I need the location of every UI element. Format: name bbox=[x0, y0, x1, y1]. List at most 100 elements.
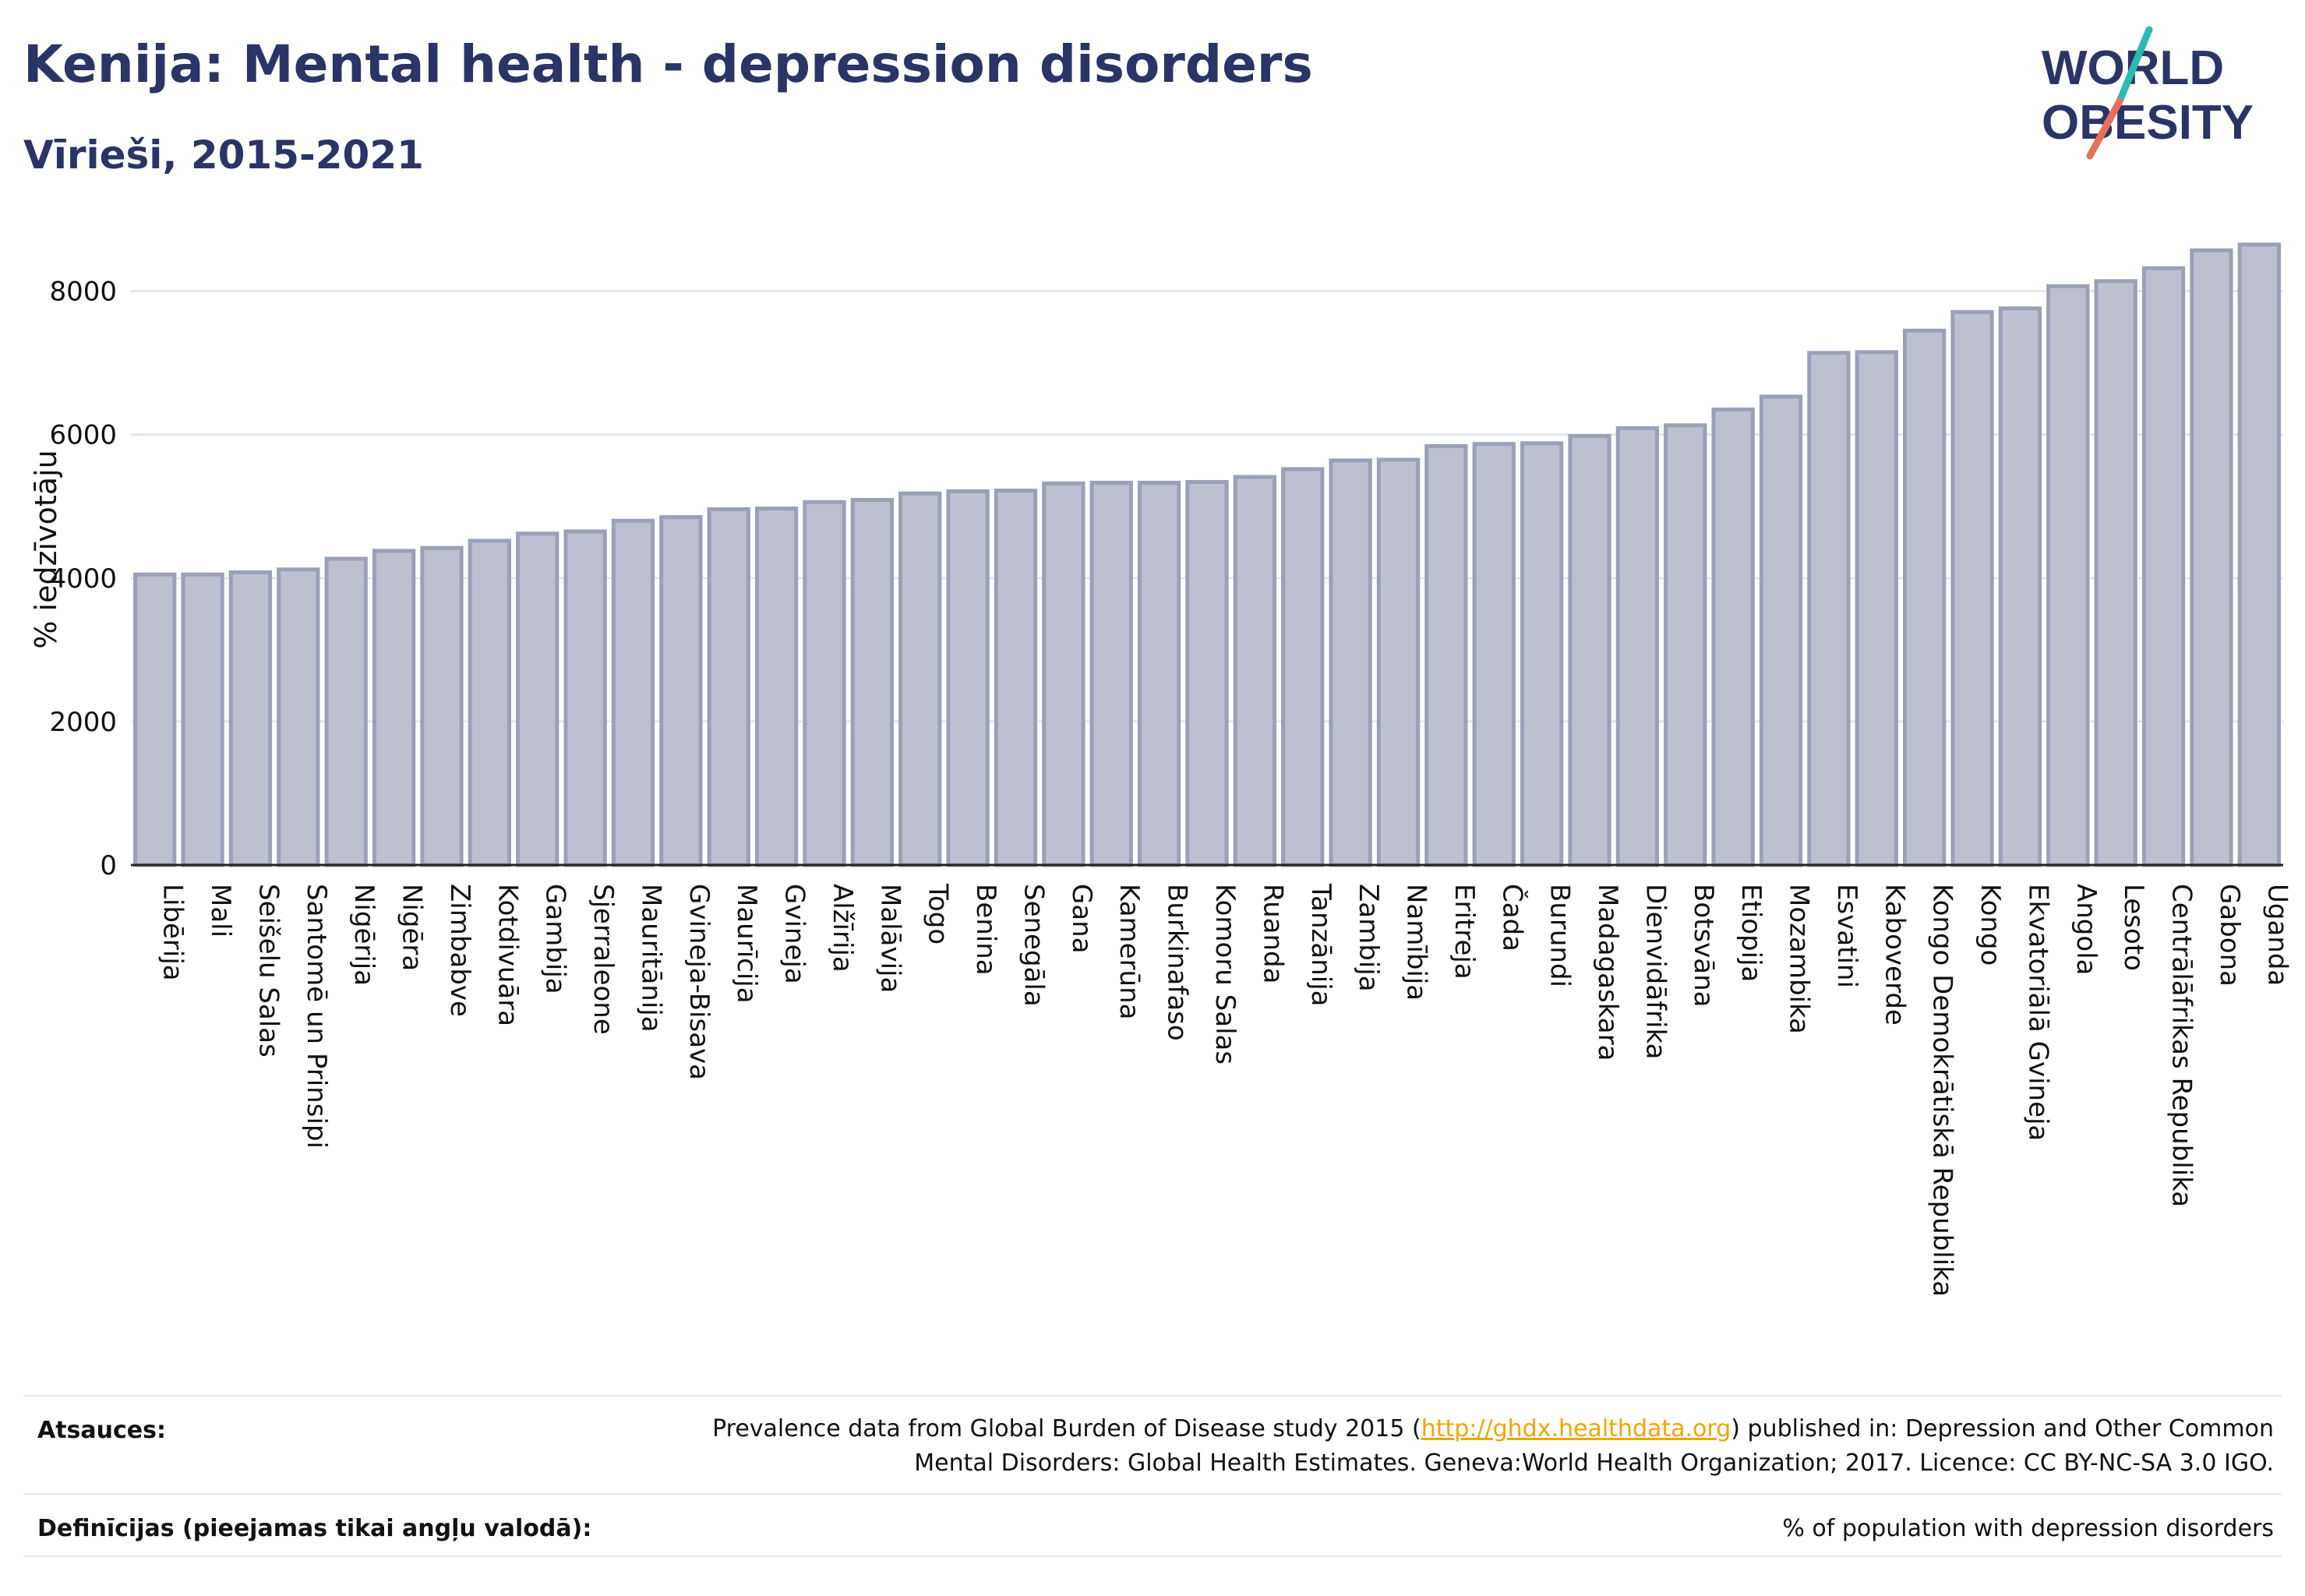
sources-text-post: ) published in: Depression and Other Com… bbox=[914, 1415, 2274, 1477]
y-tick-label: 8000 bbox=[49, 277, 117, 308]
bar bbox=[277, 567, 320, 867]
bar bbox=[563, 529, 607, 867]
bar bbox=[1281, 467, 1325, 867]
bar bbox=[1998, 306, 2042, 867]
x-tick-label: Etiopija bbox=[1735, 884, 1767, 982]
chart-title: Kenija: Mental health - depression disor… bbox=[23, 34, 1313, 94]
bar bbox=[516, 531, 559, 867]
x-tick-label: Kaboverde bbox=[1879, 884, 1910, 1026]
bar bbox=[1185, 479, 1229, 867]
x-tick-label: Senegāla bbox=[1018, 884, 1049, 1007]
bar bbox=[754, 507, 799, 867]
bar bbox=[228, 570, 273, 867]
footer-divider-bottom bbox=[23, 1555, 2282, 1557]
bar bbox=[1042, 481, 1085, 867]
x-tick-label: Santomē un Prinsipi bbox=[301, 884, 332, 1149]
x-tick-label: Zambija bbox=[1353, 884, 1384, 992]
bar bbox=[133, 572, 177, 867]
x-tick-label: Gana bbox=[1066, 884, 1097, 954]
footer-divider-top bbox=[23, 1395, 2282, 1396]
x-tick-label: Gabona bbox=[2214, 884, 2245, 987]
x-tick-label: Angola bbox=[2070, 884, 2102, 975]
x-tick-label: Kongo Demokrātiskā Republika bbox=[1927, 884, 1958, 1297]
bar bbox=[1137, 480, 1181, 867]
x-tick-label: Malāvija bbox=[874, 884, 905, 993]
x-tick-label: Alžīrija bbox=[827, 884, 858, 973]
logo-slash-teal bbox=[2116, 26, 2153, 105]
bar bbox=[1424, 443, 1468, 867]
bar bbox=[803, 500, 846, 867]
footer-divider-middle bbox=[23, 1493, 2282, 1495]
bar bbox=[1950, 309, 1994, 867]
definitions-text: % of population with depression disorder… bbox=[1782, 1515, 2274, 1542]
x-tick-label: Tanzānija bbox=[1305, 883, 1336, 1006]
y-tick-label: 4000 bbox=[49, 563, 117, 595]
x-tick-label: Gvineja-Bisava bbox=[683, 884, 715, 1080]
x-tick-label: Lesoto bbox=[2118, 884, 2149, 971]
x-tick-label: Botsvāna bbox=[1688, 884, 1719, 1008]
bar bbox=[1759, 394, 1803, 867]
x-tick-label: Kongo bbox=[1975, 884, 2006, 966]
bar bbox=[1472, 442, 1516, 867]
x-tick-label: Nigēra bbox=[397, 884, 428, 971]
bar bbox=[1376, 457, 1421, 867]
world-obesity-logo: WORLD OBESITY bbox=[2042, 26, 2254, 160]
bar bbox=[1855, 350, 1898, 867]
bar bbox=[850, 497, 895, 867]
x-tick-label: Togo bbox=[923, 883, 954, 945]
bar bbox=[1520, 441, 1564, 867]
definitions-label: Definīcijas (pieejamas tikai angļu valod… bbox=[37, 1515, 592, 1542]
x-tick-label: Maurīcija bbox=[731, 884, 762, 1004]
bar bbox=[1903, 328, 1947, 867]
sources-text-pre: Prevalence data from Global Burden of Di… bbox=[712, 1415, 1421, 1442]
bar bbox=[468, 538, 511, 867]
bar bbox=[372, 549, 416, 867]
bar bbox=[2141, 266, 2186, 867]
bar bbox=[1664, 423, 1707, 867]
x-tick-label: Sjerraleone bbox=[588, 884, 619, 1035]
x-tick-label: Nigērija bbox=[348, 884, 379, 986]
x-tick-label: Kotdivuāra bbox=[492, 884, 523, 1026]
bar bbox=[2237, 242, 2281, 867]
bar bbox=[2046, 284, 2090, 867]
bar bbox=[1615, 425, 1660, 867]
bar bbox=[611, 518, 655, 867]
x-tick-label: Namībija bbox=[1401, 884, 1432, 1001]
x-tick-label: Mozambika bbox=[1784, 884, 1815, 1034]
bar bbox=[1711, 408, 1755, 867]
y-tick-label: 6000 bbox=[49, 420, 117, 451]
bar bbox=[181, 572, 224, 867]
sources-text: Prevalence data from Global Burden of Di… bbox=[637, 1412, 2274, 1481]
x-tick-label: Madagaskara bbox=[1592, 884, 1623, 1061]
x-tick-label: Mali bbox=[205, 884, 236, 937]
x-tick-label: Ruanda bbox=[1257, 884, 1288, 983]
sources-link[interactable]: http://ghdx.healthdata.org bbox=[1421, 1415, 1731, 1442]
bar bbox=[994, 489, 1038, 867]
x-tick-label: Centrālāfrikas Republika bbox=[2166, 884, 2197, 1207]
x-tick-label: Mauritānija bbox=[635, 884, 666, 1033]
bar bbox=[946, 489, 990, 867]
bar bbox=[324, 556, 368, 867]
y-tick-label: 0 bbox=[100, 850, 117, 881]
bar bbox=[1233, 475, 1277, 867]
logo-line-2: OBESITY bbox=[2042, 96, 2254, 150]
x-tick-label: Kamerūna bbox=[1114, 884, 1145, 1019]
chart-subtitle: Vīrieši, 2015-2021 bbox=[23, 132, 424, 178]
bar bbox=[1329, 458, 1372, 867]
bar bbox=[2190, 248, 2233, 867]
bar bbox=[2094, 279, 2137, 867]
x-tick-label: Libērija bbox=[157, 884, 189, 981]
bar bbox=[659, 515, 703, 867]
x-tick-label: Burkinafaso bbox=[1162, 884, 1193, 1041]
bar bbox=[1089, 480, 1133, 867]
bar-chart: 0 2000 4000 6000 8000 % iedzīvotāju Libērija Ma… bbox=[29, 242, 2293, 1297]
bar bbox=[707, 507, 750, 867]
x-tick-label: Ekvatoriālā Gvineja bbox=[2022, 884, 2053, 1141]
sources-label: Atsauces: bbox=[37, 1417, 166, 1444]
x-tick-label: Komoru Salas bbox=[1209, 884, 1241, 1065]
logo-slash-coral bbox=[2086, 97, 2123, 160]
x-tick-label: Gambija bbox=[540, 884, 571, 994]
y-tick-label: 2000 bbox=[49, 707, 117, 738]
x-tick-label: Zimbabve bbox=[444, 884, 475, 1017]
x-tick-label: Dienvidāfrika bbox=[1640, 884, 1671, 1059]
